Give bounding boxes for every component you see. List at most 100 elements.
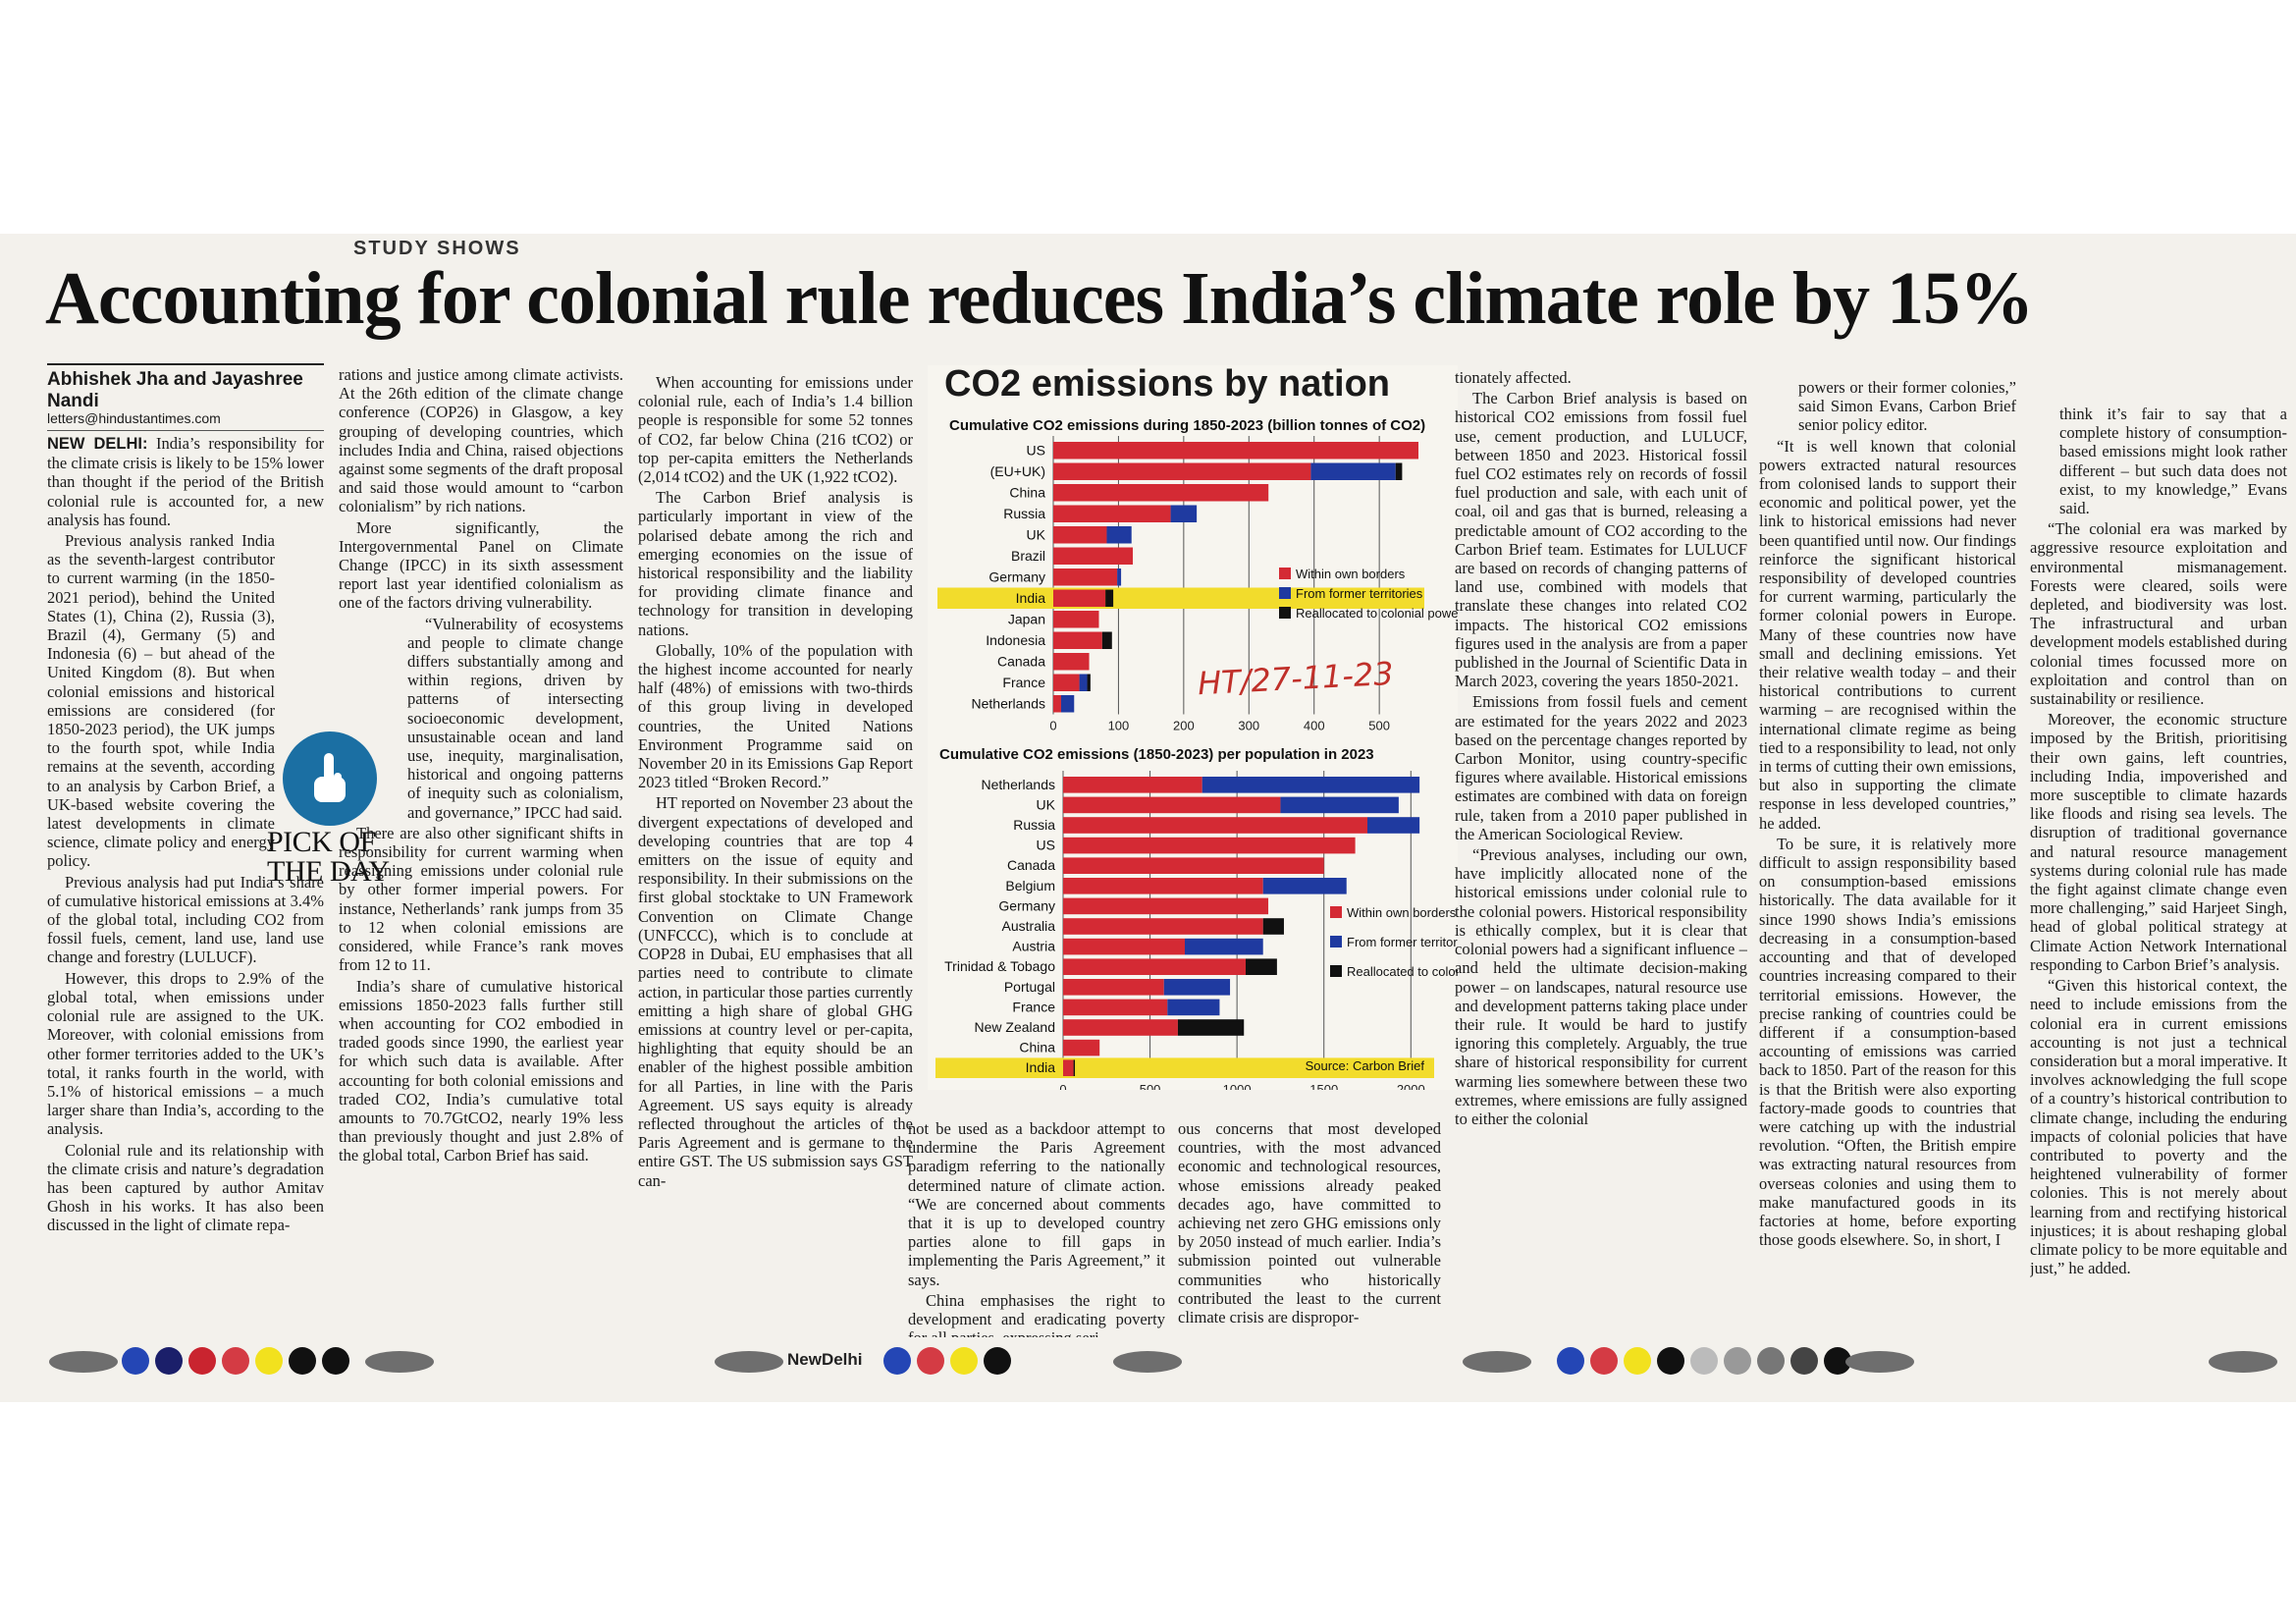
bar-segment bbox=[1201, 777, 1420, 793]
pick-of-the-day-badge: PICK OF THE DAY bbox=[267, 731, 395, 889]
paragraph: “Previous analyses, including our own, h… bbox=[1455, 845, 1747, 1128]
bar-segment bbox=[1063, 796, 1281, 814]
category-label: India bbox=[1016, 590, 1046, 606]
byline-email[interactable]: letters@hindustantimes.com bbox=[47, 410, 324, 431]
bar-segment bbox=[1053, 568, 1118, 586]
category-label: China bbox=[1009, 484, 1045, 500]
ink-blob bbox=[715, 1351, 783, 1373]
bar-segment bbox=[1087, 674, 1091, 691]
bar-segment bbox=[1053, 631, 1102, 649]
paragraph: “The colonial era was marked by aggressi… bbox=[2030, 519, 2287, 709]
hand-pointer-icon bbox=[314, 753, 346, 802]
x-tick-label: 1000 bbox=[1223, 1082, 1252, 1090]
legend-label: Reallocated to colonial power bbox=[1296, 606, 1458, 621]
bar-segment bbox=[1262, 878, 1347, 894]
paragraph: Moreover, the economic structure imposed… bbox=[2030, 710, 2287, 974]
bar-segment bbox=[1053, 611, 1099, 628]
byline: Abhishek Jha and Jayashree Nandi bbox=[47, 363, 324, 412]
category-label: Austria bbox=[1012, 939, 1055, 954]
registration-dot bbox=[1590, 1347, 1618, 1375]
article-column-1: NEW DELHI: India’s responsibility for th… bbox=[47, 434, 324, 1337]
category-label: France bbox=[1012, 999, 1055, 1014]
ink-blob bbox=[1113, 1351, 1182, 1373]
bar-segment bbox=[1163, 979, 1231, 996]
registration-dot bbox=[1757, 1347, 1785, 1375]
article-column-8: think it’s fair to say that a complete h… bbox=[2030, 405, 2287, 1339]
dateline: NEW DELHI: bbox=[47, 435, 148, 453]
paragraph: The Carbon Brief analysis is particularl… bbox=[638, 488, 913, 639]
registration-dot bbox=[1690, 1347, 1718, 1375]
category-label: Russia bbox=[1003, 506, 1045, 521]
bar-segment bbox=[1053, 547, 1134, 565]
bar-segment bbox=[1053, 484, 1269, 502]
paragraph: Colonial rule and its relationship with … bbox=[47, 1140, 324, 1235]
headline: Accounting for colonial rule reduces Ind… bbox=[45, 257, 2034, 340]
bar-segment bbox=[1063, 999, 1168, 1016]
paragraph: However, this drops to 2.9% of the globa… bbox=[47, 968, 324, 1139]
legend-swatch bbox=[1279, 607, 1291, 619]
registration-dot bbox=[289, 1347, 316, 1375]
category-label: Canada bbox=[1007, 857, 1055, 873]
paragraph: powers or their former colonies,” said S… bbox=[1798, 378, 2016, 435]
paragraph: rations and justice among climate activi… bbox=[339, 365, 623, 516]
category-label: (EU+UK) bbox=[990, 463, 1045, 479]
bar-segment bbox=[1185, 938, 1263, 955]
bar-segment bbox=[1117, 568, 1122, 586]
paragraph: Emissions from fossil fuels and cement a… bbox=[1455, 692, 1747, 843]
ink-blob bbox=[1845, 1351, 1914, 1373]
category-label: Australia bbox=[1002, 918, 1056, 934]
bar-segment bbox=[1063, 837, 1356, 854]
category-label: Netherlands bbox=[982, 777, 1056, 792]
paragraph: not be used as a backdoor attempt to und… bbox=[908, 1119, 1165, 1289]
ink-blob bbox=[2209, 1351, 2277, 1373]
x-tick-label: 2000 bbox=[1397, 1082, 1425, 1090]
article-column-3: When accounting for emissions under colo… bbox=[638, 373, 913, 1340]
article-column-5: ous concerns that most developed countri… bbox=[1178, 1119, 1441, 1337]
bar-segment bbox=[1063, 1039, 1100, 1056]
category-label: France bbox=[1002, 675, 1045, 690]
kicker: STUDY SHOWS bbox=[353, 238, 521, 259]
category-label: Belgium bbox=[1005, 878, 1055, 893]
registration-dot bbox=[984, 1347, 1011, 1375]
paragraph: think it’s fair to say that a complete h… bbox=[2059, 405, 2287, 518]
category-label: US bbox=[1027, 442, 1045, 458]
bar-segment bbox=[1063, 897, 1269, 915]
category-label: Canada bbox=[997, 653, 1045, 669]
category-label: Portugal bbox=[1004, 979, 1055, 995]
paragraph: “Vulnerability of ecosystems and people … bbox=[407, 614, 623, 822]
paragraph: Previous analysis had put India’s share … bbox=[47, 872, 324, 967]
category-label: Trinidad & Tobago bbox=[944, 958, 1055, 974]
registration-dot bbox=[1724, 1347, 1751, 1375]
chart-source: Source: Carbon Brief bbox=[1306, 1058, 1425, 1073]
category-label: UK bbox=[1037, 796, 1056, 812]
article-column-2: rations and justice among climate activi… bbox=[339, 365, 623, 1339]
legend-swatch bbox=[1279, 568, 1291, 579]
paragraph: Globally, 10% of the population with the… bbox=[638, 640, 913, 792]
bar-segment bbox=[1177, 1019, 1245, 1036]
chart-figure-title: CO2 emissions by nation bbox=[944, 363, 1390, 405]
bar-segment bbox=[1060, 695, 1075, 713]
category-label: Germany bbox=[998, 897, 1055, 913]
bar-segment bbox=[1367, 817, 1420, 834]
paragraph: Previous analysis ranked India as the se… bbox=[47, 531, 275, 871]
bar-segment bbox=[1053, 462, 1311, 480]
bar-segment bbox=[1246, 958, 1277, 975]
category-label: Indonesia bbox=[986, 632, 1045, 648]
paragraph: More significantly, the Intergovernmenta… bbox=[339, 517, 623, 613]
legend-swatch bbox=[1330, 906, 1342, 918]
x-tick-label: 0 bbox=[1059, 1082, 1066, 1090]
paragraph: To be sure, it is relatively more diffic… bbox=[1759, 834, 2016, 1250]
legend-swatch bbox=[1279, 587, 1291, 599]
article-column-6: tionately affected. The Carbon Brief ana… bbox=[1455, 368, 1747, 1340]
edition-label: NewDelhi bbox=[787, 1350, 863, 1369]
registration-dot bbox=[155, 1347, 183, 1375]
category-label: India bbox=[1026, 1059, 1056, 1075]
legend-label: Within own borders bbox=[1296, 567, 1406, 581]
bar-segment bbox=[1053, 695, 1061, 713]
ink-blob bbox=[365, 1351, 434, 1373]
bar-segment bbox=[1063, 1059, 1074, 1076]
registration-dot bbox=[222, 1347, 249, 1375]
paragraph: China emphasises the right to developmen… bbox=[908, 1290, 1165, 1337]
bar-segment bbox=[1053, 442, 1418, 460]
registration-dot bbox=[322, 1347, 349, 1375]
